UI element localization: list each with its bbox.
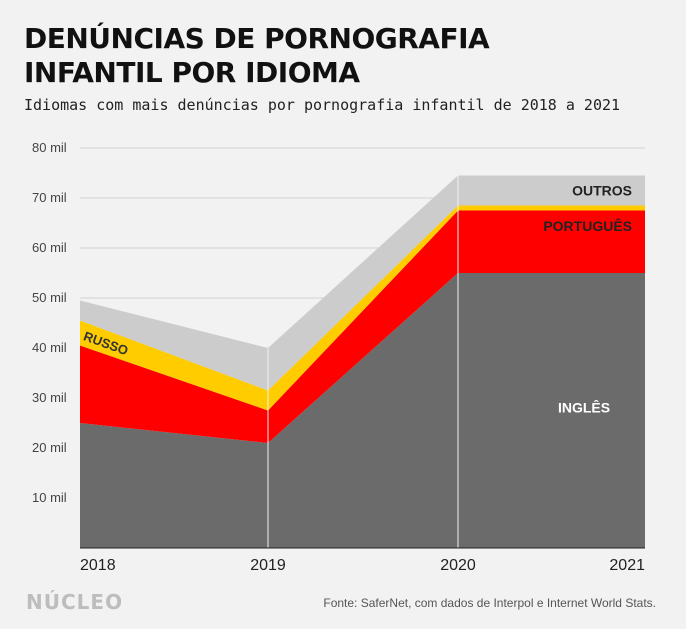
x-tick-label: 2020 [440,557,476,574]
year-divider-lines [267,175,459,548]
nucleo-logo: NÚCLEO [26,590,124,614]
x-tick-label: 2018 [80,557,116,574]
area-russo [80,205,645,411]
x-tick-label: 2021 [609,557,645,574]
area-portugues [80,210,645,443]
source-note: Fonte: SaferNet, com dados de Interpol e… [323,596,656,610]
y-tick-label: 40 mil [32,340,67,355]
y-tick-label: 80 mil [32,140,67,155]
label-ingles: INGLÊS [558,399,610,416]
y-tick-label: 50 mil [32,290,67,305]
title-line-2: INFANTIL POR IDIOMA [24,56,360,89]
y-tick-label: 60 mil [32,240,67,255]
axes: 10 mil 20 mil 30 mil 40 mil 50 mil 60 mil 70 m… [32,140,645,574]
label-outros: OUTROS [572,183,632,199]
chart-subtitle: Idiomas com mais denúncias por pornograf… [24,96,621,114]
y-tick-label: 30 mil [32,390,67,405]
y-tick-label: 70 mil [32,190,67,205]
area-ingles [80,273,645,548]
area-series [80,175,645,548]
chart-title: DENÚNCIAS DE PORNOGRAFIA INFANTIL POR ID… [24,22,664,90]
area-outros [80,175,645,391]
y-tick-label: 20 mil [32,440,67,455]
title-line-1: DENÚNCIAS DE PORNOGRAFIA [24,22,490,55]
label-portugues: PORTUGUÊS [543,217,632,234]
x-tick-label: 2019 [250,557,286,574]
y-tick-label: 10 mil [32,490,67,505]
